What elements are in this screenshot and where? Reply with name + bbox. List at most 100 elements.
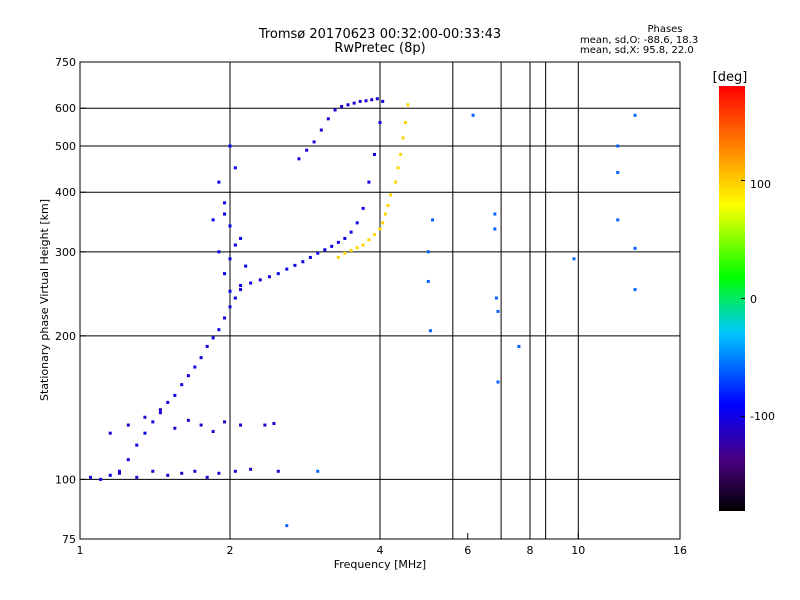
data-point: [135, 443, 139, 447]
data-point: [305, 148, 309, 152]
data-point: [166, 473, 170, 477]
data-point: [403, 121, 407, 125]
data-point: [426, 279, 430, 283]
y-tick-label: 75: [62, 533, 76, 546]
data-point: [228, 289, 232, 293]
y-tick-label: 600: [55, 102, 76, 115]
data-point: [301, 260, 305, 264]
data-point: [211, 218, 215, 222]
data-point: [319, 128, 323, 132]
data-point: [312, 140, 316, 144]
data-point: [166, 400, 170, 404]
data-point: [117, 471, 121, 475]
x-tick-label: 4: [377, 544, 384, 557]
data-point: [239, 283, 243, 287]
data-point: [493, 227, 497, 231]
data-point: [633, 288, 637, 292]
data-point: [375, 97, 379, 101]
data-point: [233, 166, 237, 170]
y-tick-label: 400: [55, 186, 76, 199]
data-point: [228, 305, 232, 309]
data-point: [389, 193, 393, 197]
data-point: [355, 221, 359, 225]
data-point: [340, 105, 344, 109]
y-tick-label: 300: [55, 246, 76, 259]
data-point: [308, 255, 312, 259]
data-point: [352, 101, 356, 105]
x-tick-label: 2: [227, 544, 234, 557]
data-point: [358, 99, 362, 103]
data-point: [343, 251, 347, 255]
data-point: [367, 238, 371, 242]
axis-ticks: 1 2 4 6 8 10 16 75 100 200 300 400 500 600 750: [55, 56, 687, 557]
data-point: [336, 240, 340, 244]
data-point: [233, 243, 237, 247]
data-point: [126, 423, 130, 427]
data-point: [135, 475, 139, 479]
stats-heading: Phases: [647, 24, 683, 35]
data-point: [349, 230, 353, 234]
data-point: [186, 374, 190, 378]
data-point: [158, 408, 162, 412]
data-point: [233, 296, 237, 300]
colorbar-tick-label: 100: [750, 178, 771, 191]
data-point: [616, 218, 620, 222]
data-point: [316, 251, 320, 255]
data-points: [89, 97, 637, 528]
x-tick-label: 6: [464, 544, 471, 557]
data-point: [263, 423, 267, 427]
data-point: [239, 423, 243, 427]
data-point: [239, 288, 243, 292]
data-point: [370, 98, 374, 102]
data-point: [326, 117, 330, 121]
data-point: [394, 180, 398, 184]
data-point: [193, 469, 197, 473]
data-point: [406, 103, 410, 107]
data-point: [228, 257, 232, 261]
data-point: [223, 212, 227, 216]
data-point: [151, 469, 155, 473]
data-point: [217, 328, 221, 332]
data-point: [361, 243, 365, 247]
data-point: [211, 430, 215, 434]
data-point: [228, 144, 232, 148]
data-point: [297, 157, 301, 161]
data-point: [205, 344, 209, 348]
data-point: [572, 257, 576, 261]
data-point: [399, 152, 403, 156]
data-point: [401, 136, 405, 140]
data-point: [143, 431, 147, 435]
data-point: [361, 206, 365, 210]
x-tick-label: 16: [673, 544, 687, 557]
data-point: [616, 170, 620, 174]
data-point: [108, 473, 112, 477]
data-point: [616, 144, 620, 148]
data-point: [158, 411, 162, 415]
data-point: [285, 267, 289, 271]
data-point: [244, 264, 248, 268]
x-tick-label: 8: [527, 544, 534, 557]
data-point: [249, 281, 253, 285]
data-point: [367, 180, 371, 184]
data-point: [496, 309, 500, 313]
data-point: [193, 365, 197, 369]
data-point: [276, 272, 280, 276]
chart-subtitle: RwPretec (8p): [334, 41, 426, 56]
data-point: [228, 224, 232, 228]
data-point: [381, 221, 385, 225]
data-point: [346, 103, 350, 107]
data-point: [89, 475, 93, 479]
data-point: [199, 423, 203, 427]
data-point: [364, 99, 368, 103]
data-point: [126, 458, 130, 462]
colorbar: [719, 86, 745, 511]
data-point: [117, 469, 121, 473]
data-point: [336, 255, 340, 259]
data-point: [173, 393, 177, 397]
data-point: [199, 356, 203, 360]
data-point: [217, 250, 221, 254]
y-tick-label: 500: [55, 140, 76, 153]
data-point: [223, 316, 227, 320]
data-point: [333, 108, 337, 112]
data-point: [471, 113, 475, 117]
